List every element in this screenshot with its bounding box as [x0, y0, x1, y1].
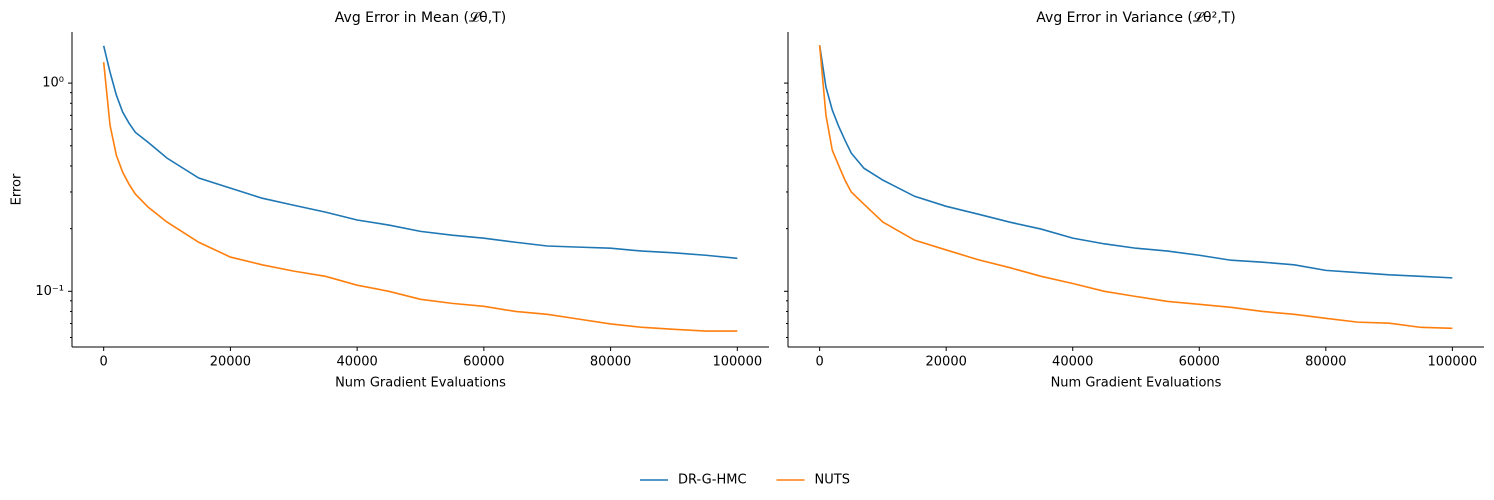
y-axis-label: Error: [10, 173, 25, 205]
chart-title: Avg Error in Variance (𝓛θ²,T): [1036, 10, 1235, 26]
chart-title: Avg Error in Mean (𝓛θ,T): [335, 10, 506, 26]
series-line: [818, 45, 1453, 279]
x-tick-label: 60000: [1179, 355, 1220, 370]
y-tick-label: 10⁻¹: [35, 284, 64, 299]
x-tick-label: 80000: [590, 355, 631, 370]
x-tick-label: 0: [100, 355, 108, 370]
x-tick-label: 0: [815, 355, 823, 370]
x-tick-label: 20000: [926, 355, 967, 370]
x-tick-label: 100000: [712, 355, 762, 370]
x-tick-label: 60000: [463, 355, 504, 370]
x-axis-label: Num Gradient Evaluations: [1051, 376, 1222, 391]
legend-label: NUTS: [815, 473, 850, 488]
series-line: [102, 62, 738, 332]
legend-label: DR-G-HMC: [678, 473, 747, 488]
x-tick-label: 20000: [210, 355, 251, 370]
x-tick-label: 40000: [336, 355, 377, 370]
x-tick-label: 80000: [1305, 355, 1346, 370]
series-line: [818, 45, 1453, 330]
x-tick-label: 100000: [1428, 355, 1478, 370]
x-tick-label: 40000: [1052, 355, 1093, 370]
series-line: [102, 45, 738, 260]
y-tick-label: 10⁰: [42, 76, 64, 91]
x-axis-label: Num Gradient Evaluations: [335, 376, 506, 391]
